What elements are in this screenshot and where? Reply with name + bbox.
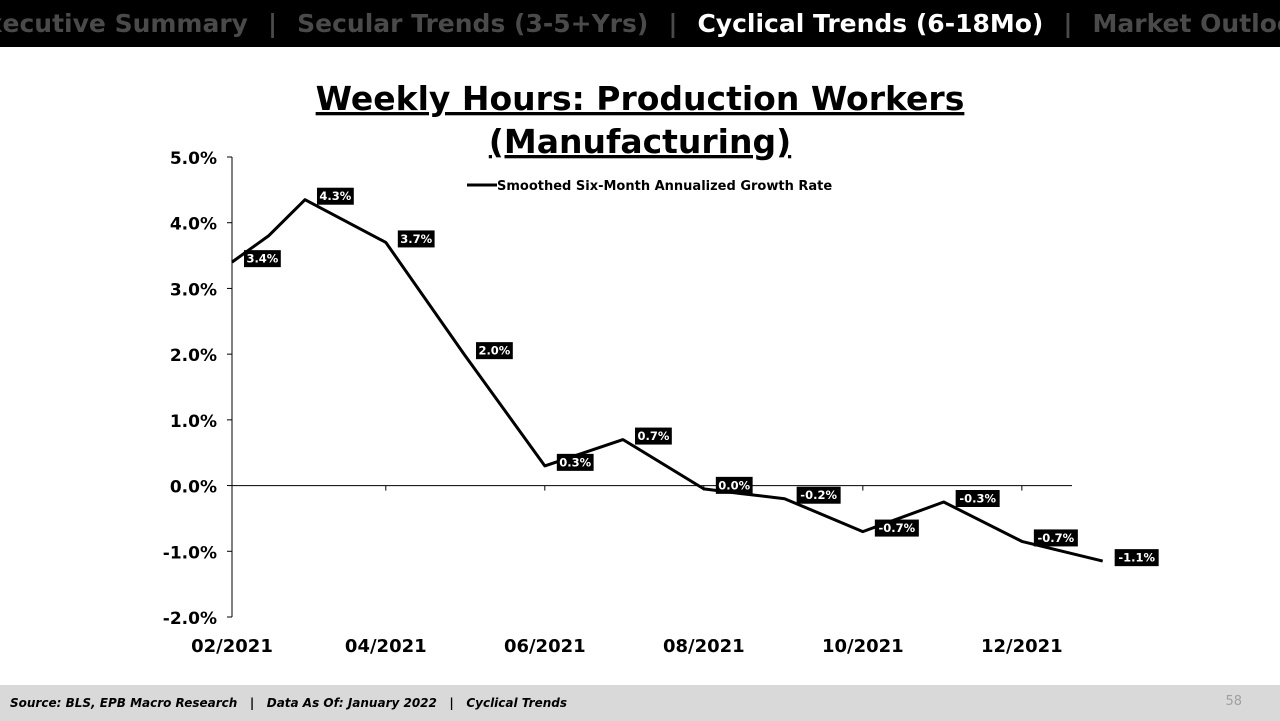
data-label-text: -0.7%: [1038, 531, 1075, 545]
nav-separator: |: [267, 9, 278, 38]
data-label-box: [476, 342, 513, 360]
data-label-box: [796, 486, 841, 504]
data-label-box: [316, 187, 354, 205]
y-tick-label: 5.0%: [170, 149, 217, 169]
data-label-box: [635, 427, 672, 445]
y-tick-label: -2.0%: [163, 609, 217, 629]
data-label: -0.7%: [874, 519, 919, 537]
data-label-text: 3.7%: [400, 232, 432, 246]
y-tick-label: 4.0%: [170, 215, 217, 235]
nav-tab-secular-trends[interactable]: Secular Trends (3-5+Yrs): [297, 9, 649, 38]
chart-data-labels: 3.4% 4.3% 3.7% 2.0% 0.3% 0.7% 0.0% -0.2% -0.7% -0…: [244, 187, 1159, 567]
data-label: 3.7%: [397, 230, 435, 248]
data-label-box: [1033, 529, 1078, 547]
source-note: Source: BLS, EPB Macro Research | Data A…: [10, 696, 567, 710]
data-label-text: -1.1%: [1118, 551, 1155, 565]
chart-series: [231, 198, 1104, 563]
series-line: [231, 198, 1104, 563]
x-tick-label: 10/2021: [822, 636, 904, 657]
x-tick-label: 08/2021: [663, 636, 745, 657]
page-number: 58: [1225, 694, 1242, 709]
nav-tab-cyclical-trends[interactable]: Cyclical Trends (6-18Mo): [697, 9, 1044, 38]
y-tick-label: 1.0%: [170, 412, 217, 432]
y-tick-label: -1.0%: [163, 543, 217, 563]
data-label-text: -0.3%: [959, 492, 996, 506]
data-label-box: [715, 476, 753, 494]
data-label-text: -0.2%: [800, 488, 837, 502]
y-tick-label: 3.0%: [170, 280, 217, 300]
data-label-box: [244, 250, 281, 268]
footer-bar: Source: BLS, EPB Macro Research | Data A…: [0, 685, 1280, 721]
top-navigation-bar: Executive Summary | Secular Trends (3-5+…: [0, 0, 1280, 47]
data-label: -0.7%: [1033, 529, 1078, 547]
data-label: 0.7%: [635, 427, 672, 445]
data-label: 2.0%: [476, 342, 513, 360]
data-label-text: 4.3%: [319, 189, 351, 203]
data-label-text: 3.4%: [246, 252, 278, 266]
data-label-box: [874, 519, 919, 537]
nav-separator: |: [668, 9, 678, 38]
x-tick-label: 12/2021: [981, 636, 1063, 657]
data-label: 4.3%: [316, 187, 354, 205]
y-tick-label: 0.0%: [170, 478, 217, 498]
data-label-box: [1114, 549, 1159, 567]
nav-separator: |: [1063, 9, 1073, 38]
data-label: 0.3%: [556, 453, 594, 471]
x-tick-label: 02/2021: [191, 636, 273, 657]
data-label: -0.2%: [796, 486, 841, 504]
x-tick-label: 04/2021: [345, 636, 427, 657]
nav-tab-market-outlook[interactable]: Market Outlook: [1092, 9, 1280, 38]
data-label: 3.4%: [244, 250, 281, 268]
data-label-text: 2.0%: [478, 344, 510, 358]
data-label: -0.3%: [955, 490, 1000, 507]
data-label: -1.1%: [1114, 549, 1159, 567]
data-label: 0.0%: [715, 476, 753, 494]
chart-title-line-2: (Manufacturing): [489, 122, 791, 161]
y-tick-label: 2.0%: [170, 346, 217, 366]
chart-title-line-1: Weekly Hours: Production Workers: [316, 79, 965, 118]
nav-tab-executive-summary[interactable]: Executive Summary: [0, 9, 248, 38]
data-label-text: -0.7%: [879, 521, 916, 535]
data-label-text: 0.0%: [718, 478, 750, 492]
data-label-box: [556, 453, 594, 471]
data-label-box: [955, 490, 1000, 507]
chart-axes: 5.0% 4.0% 3.0% 2.0% 1.0% 0.0% -1.0% -2.0% 02/202…: [163, 149, 1072, 657]
data-label-box: [397, 230, 435, 248]
line-chart: Weekly Hours: Production Workers (Manufa…: [163, 79, 1159, 657]
x-tick-label: 06/2021: [504, 636, 586, 657]
data-label-text: 0.7%: [637, 429, 669, 443]
legend-label: Smoothed Six-Month Annualized Growth Rat…: [497, 179, 832, 194]
data-label-text: 0.3%: [559, 455, 591, 469]
